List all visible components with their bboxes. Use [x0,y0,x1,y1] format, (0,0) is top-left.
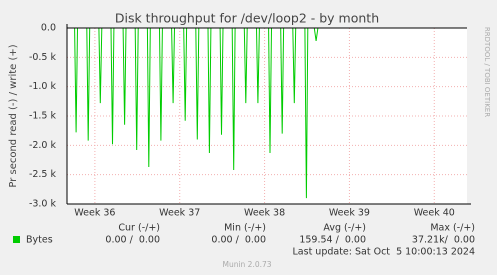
y-axis-label: Pr second read (-) / write (+) [8,44,19,187]
stats-header: Min (-/+) [224,223,266,234]
legend-label: Bytes [26,235,53,246]
y-tick-label: -0.5 k [29,52,57,63]
stats-value: 159.54 / 0.00 [299,235,366,246]
stats-value: 37.21k/ 0.00 [412,235,475,246]
stats-value: 0.00 / 0.00 [105,235,160,246]
x-tick-label: Week 40 [414,208,455,219]
x-tick-label: Week 38 [244,208,285,219]
stats-header: Max (-/+) [430,223,475,234]
chart-title: Disk throughput for /dev/loop2 - by mont… [115,11,379,26]
stats-header: Avg (-/+) [323,223,366,234]
y-tick-label: -1.5 k [29,111,57,122]
x-tick-label: Week 36 [74,208,115,219]
legend-swatch [13,236,20,243]
y-tick-label: -1.0 k [29,81,57,92]
x-tick-label: Week 39 [329,208,370,219]
footer: Munin 2.0.73 [222,260,271,269]
stats-value: 0.00 / 0.00 [211,235,266,246]
y-tick-label: -2.5 k [29,169,57,180]
y-tick-label: -2.0 k [29,140,57,151]
y-tick-label: 0.0 [41,23,56,34]
x-tick-label: Week 37 [159,208,200,219]
last-update: Last update: Sat Oct 5 10:00:13 2024 [293,247,476,258]
side-label: RRDTOOL / TOBI OETIKER [483,27,491,117]
line [67,27,321,199]
stats-header: Cur (-/+) [118,223,160,234]
y-tick-label: -3.0 k [29,199,57,210]
